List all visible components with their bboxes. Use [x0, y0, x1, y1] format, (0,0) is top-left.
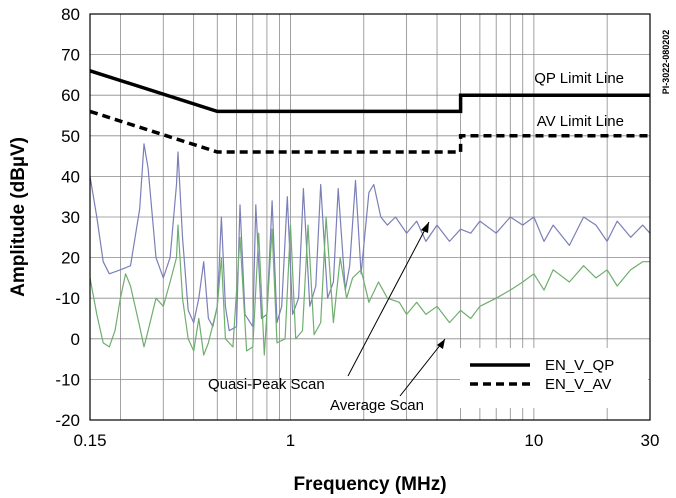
y-tick-label: 40 [61, 167, 80, 186]
y-tick-label: 0 [71, 330, 80, 349]
x-tick-label: 30 [641, 431, 660, 450]
figure-id-label: PI-3022-080202 [661, 30, 671, 95]
x-tick-label: 10 [524, 431, 543, 450]
y-tick-label: 20 [61, 249, 80, 268]
y-tick-label: -10 [55, 370, 80, 389]
y-tick-label: 60 [61, 86, 80, 105]
x-axis-ticks: 0.15 1 10 30 [73, 431, 659, 450]
qp-limit-annotation: QP Limit Line [534, 70, 624, 87]
av-scan-annotation: Average Scan [330, 397, 424, 414]
y-tick-label: 50 [61, 127, 80, 146]
y-tick-label: 80 [61, 5, 80, 24]
scan-trace-3 [89, 216, 650, 356]
legend-qp-label: EN_V_QP [545, 357, 614, 374]
plot-frame [89, 13, 651, 421]
legend: EN_V_QP EN_V_AV [460, 348, 648, 408]
av-scan-arrow [399, 338, 446, 397]
qp-scan-arrow [347, 221, 430, 377]
y-axis-ticks: 80 70 60 50 40 30 20 -10 0 -10 -20 [55, 5, 80, 430]
x-tick-label: 1 [286, 431, 295, 450]
series-layer [89, 69, 651, 356]
y-tick-label: -20 [55, 411, 80, 430]
x-tick-label: 0.15 [73, 431, 106, 450]
av-limit-annotation: AV Limit Line [537, 113, 624, 130]
y-tick-label: -10 [55, 289, 80, 308]
av-scan-arrowhead [437, 339, 445, 349]
y-axis-title: Amplitude (dBµV) [8, 137, 29, 297]
legend-av-label: EN_V_AV [545, 376, 611, 393]
qp-scan-annotation: Quasi-Peak Scan [208, 376, 325, 393]
series-line-en-v-av [89, 109, 650, 154]
qp-scan-arrowhead [421, 222, 429, 233]
series-line-en-v-qp [89, 69, 650, 114]
y-tick-label: 70 [61, 46, 80, 65]
x-axis-title: Frequency (MHz) [293, 474, 446, 495]
legend-box [460, 348, 648, 408]
scan-trace-2 [89, 143, 651, 332]
y-tick-label: 30 [61, 208, 80, 227]
